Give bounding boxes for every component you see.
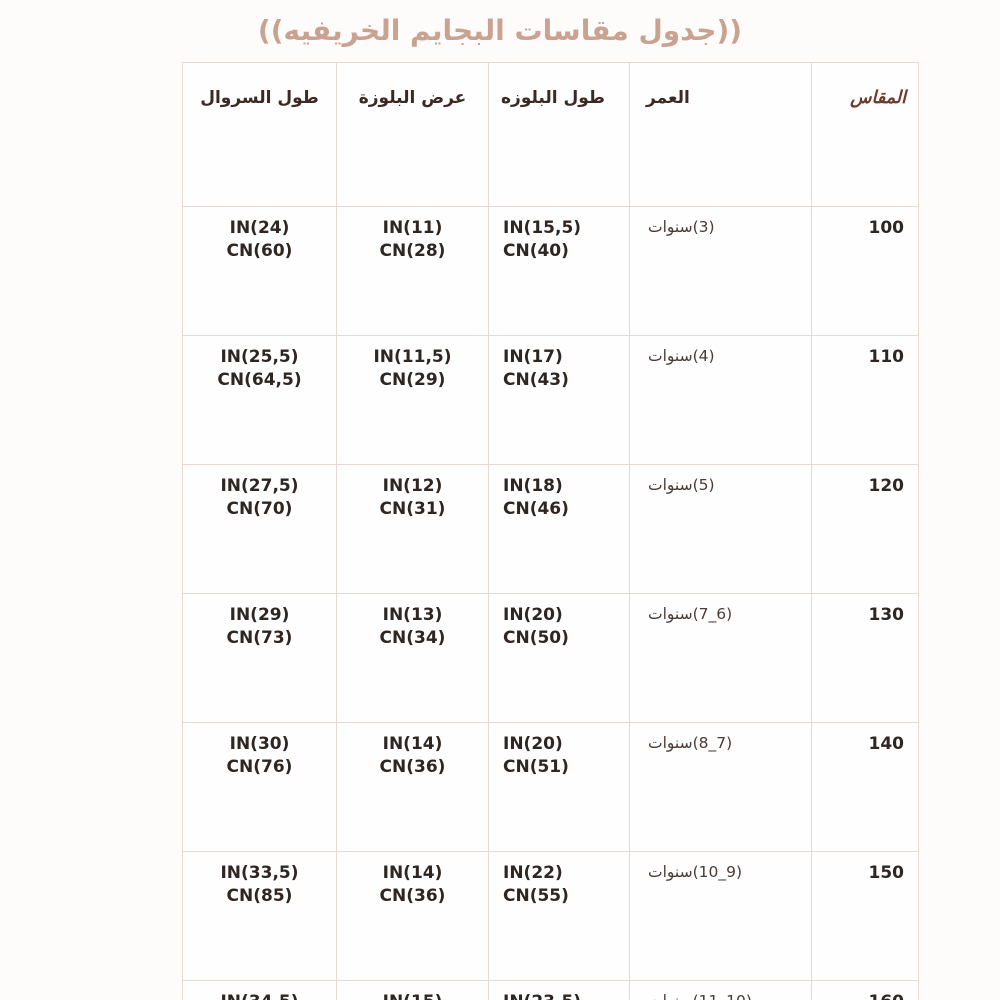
cell-blouse-width: IN(14) CN(36) xyxy=(336,851,489,981)
cell-blouse-width: IN(12) CN(31) xyxy=(336,464,489,594)
cell-trouser-length: IN(34,5) CN(88) xyxy=(182,980,337,1000)
column-header-blouse-width: عرض البلوزة xyxy=(336,62,489,207)
cell-size: 160 xyxy=(811,980,919,1000)
column-header-blouse-length: طول البلوزه xyxy=(488,62,630,207)
cell-blouse-length-value: IN(20) CN(50) xyxy=(503,605,569,648)
cell-blouse-width: IN(14) CN(36) xyxy=(336,722,489,852)
cell-blouse-width: IN(13) CN(34) xyxy=(336,593,489,723)
cell-age-value: (5)سنوات xyxy=(648,476,715,494)
cell-blouse-length-value: IN(18) CN(46) xyxy=(503,476,569,519)
cell-trouser-length: IN(27,5) CN(70) xyxy=(182,464,337,594)
cell-size-value: 130 xyxy=(868,605,905,625)
column-header-age-label: العمر xyxy=(646,88,690,108)
size-chart-table: المقاس العمر طول البلوزه عرض البلوزة طول… xyxy=(182,62,919,1000)
cell-size: 120 xyxy=(811,464,919,594)
cell-size: 110 xyxy=(811,335,919,465)
cell-size-value: 100 xyxy=(868,218,905,238)
cell-blouse-length-value: IN(23,5) CN(60) xyxy=(501,991,617,1000)
cell-size-value: 160 xyxy=(824,991,906,1000)
cell-blouse-length: IN(20) CN(50) xyxy=(488,593,630,723)
cell-trouser-length-value: IN(33,5) CN(85) xyxy=(220,863,299,906)
cell-size: 100 xyxy=(811,206,919,336)
cell-blouse-width: IN(11) CN(28) xyxy=(336,206,489,336)
cell-trouser-length: IN(30) CN(76) xyxy=(182,722,337,852)
cell-trouser-length: IN(24) CN(60) xyxy=(182,206,337,336)
cell-trouser-length-value: IN(29) CN(73) xyxy=(226,605,293,648)
cell-blouse-length: IN(23,5) CN(60) xyxy=(488,980,630,1000)
cell-age: (7_8)سنوات xyxy=(629,722,812,852)
cell-trouser-length-value: IN(30) CN(76) xyxy=(226,734,293,777)
table-row: 100 (3)سنوات IN(15,5) CN(40) IN(11) CN(2… xyxy=(182,206,919,336)
cell-age-value: (3)سنوات xyxy=(648,218,715,236)
cell-size: 130 xyxy=(811,593,919,723)
cell-blouse-length-value: IN(22) CN(55) xyxy=(503,863,569,906)
cell-blouse-width: IN(15) CN(39) xyxy=(336,980,489,1000)
cell-age-value: (7_8)سنوات xyxy=(648,734,733,752)
cell-blouse-width-value: IN(12) CN(31) xyxy=(379,476,446,519)
page-title-bar: ((جدول مقاسات البجايم الخريفيه)) xyxy=(0,0,1000,62)
cell-trouser-length-value: IN(25,5) CN(64,5) xyxy=(217,347,302,390)
cell-blouse-length-value: IN(15,5) CN(40) xyxy=(503,218,582,261)
cell-blouse-length: IN(15,5) CN(40) xyxy=(488,206,630,336)
cell-blouse-width-value: IN(14) CN(36) xyxy=(379,863,446,906)
cell-trouser-length-value: IN(27,5) CN(70) xyxy=(220,476,299,519)
cell-age: (6_7)سنوات xyxy=(629,593,812,723)
cell-age: (10_11)سنوات xyxy=(629,980,812,1000)
cell-trouser-length: IN(29) CN(73) xyxy=(182,593,337,723)
cell-blouse-width-value: IN(13) CN(34) xyxy=(379,605,446,648)
column-header-trouser-length-label: طول السروال xyxy=(200,88,319,108)
cell-age-value: (9_10)سنوات xyxy=(648,863,743,881)
cell-size-value: 140 xyxy=(868,734,905,754)
cell-blouse-length: IN(22) CN(55) xyxy=(488,851,630,981)
column-header-age: العمر xyxy=(629,62,812,207)
cell-age: (4)سنوات xyxy=(629,335,812,465)
table-row: 150 (9_10)سنوات IN(22) CN(55) IN(14) CN(… xyxy=(182,851,919,981)
cell-age: (3)سنوات xyxy=(629,206,812,336)
cell-blouse-width-value: IN(11,5) CN(29) xyxy=(373,347,452,390)
cell-age-value: (4)سنوات xyxy=(648,347,715,365)
cell-blouse-length: IN(20) CN(51) xyxy=(488,722,630,852)
cell-blouse-width-value: IN(14) CN(36) xyxy=(379,734,446,777)
column-header-size-label: المقاس xyxy=(850,88,906,108)
cell-blouse-length: IN(18) CN(46) xyxy=(488,464,630,594)
column-header-size: المقاس xyxy=(811,62,919,207)
cell-trouser-length-value: IN(24) CN(60) xyxy=(226,218,293,261)
column-header-blouse-width-label: عرض البلوزة xyxy=(358,88,467,108)
cell-blouse-width-value: IN(11) CN(28) xyxy=(379,218,446,261)
cell-blouse-length-value: IN(17) CN(43) xyxy=(503,347,569,390)
cell-size-value: 120 xyxy=(868,476,905,496)
cell-trouser-length: IN(25,5) CN(64,5) xyxy=(182,335,337,465)
table-header-row: المقاس العمر طول البلوزه عرض البلوزة طول… xyxy=(182,62,919,207)
cell-age: (9_10)سنوات xyxy=(629,851,812,981)
cell-age: (5)سنوات xyxy=(629,464,812,594)
cell-size-value: 150 xyxy=(868,863,905,883)
column-header-trouser-length: طول السروال xyxy=(182,62,337,207)
page-title: ((جدول مقاسات البجايم الخريفيه)) xyxy=(257,14,743,47)
cell-age-value: (10_11)سنوات xyxy=(642,991,799,1000)
cell-blouse-length-value: IN(20) CN(51) xyxy=(503,734,569,777)
cell-blouse-length: IN(17) CN(43) xyxy=(488,335,630,465)
cell-size: 140 xyxy=(811,722,919,852)
cell-size-value: 110 xyxy=(868,347,905,367)
cell-age-value: (6_7)سنوات xyxy=(648,605,733,623)
table-row: 110 (4)سنوات IN(17) CN(43) IN(11,5) CN(2… xyxy=(182,335,919,465)
table-row: 140 (7_8)سنوات IN(20) CN(51) IN(14) CN(3… xyxy=(182,722,919,852)
cell-blouse-width-value: IN(15) CN(39) xyxy=(349,991,476,1000)
cell-trouser-length-value: IN(34,5) CN(88) xyxy=(195,991,324,1000)
cell-trouser-length: IN(33,5) CN(85) xyxy=(182,851,337,981)
cell-size: 150 xyxy=(811,851,919,981)
table-row: 160 (10_11)سنوات IN(23,5) CN(60) IN(15) … xyxy=(182,980,919,1000)
table-row: 130 (6_7)سنوات IN(20) CN(50) IN(13) CN(3… xyxy=(182,593,919,723)
table-row: 120 (5)سنوات IN(18) CN(46) IN(12) CN(31)… xyxy=(182,464,919,594)
cell-blouse-width: IN(11,5) CN(29) xyxy=(336,335,489,465)
column-header-blouse-length-label: طول البلوزه xyxy=(501,88,605,108)
